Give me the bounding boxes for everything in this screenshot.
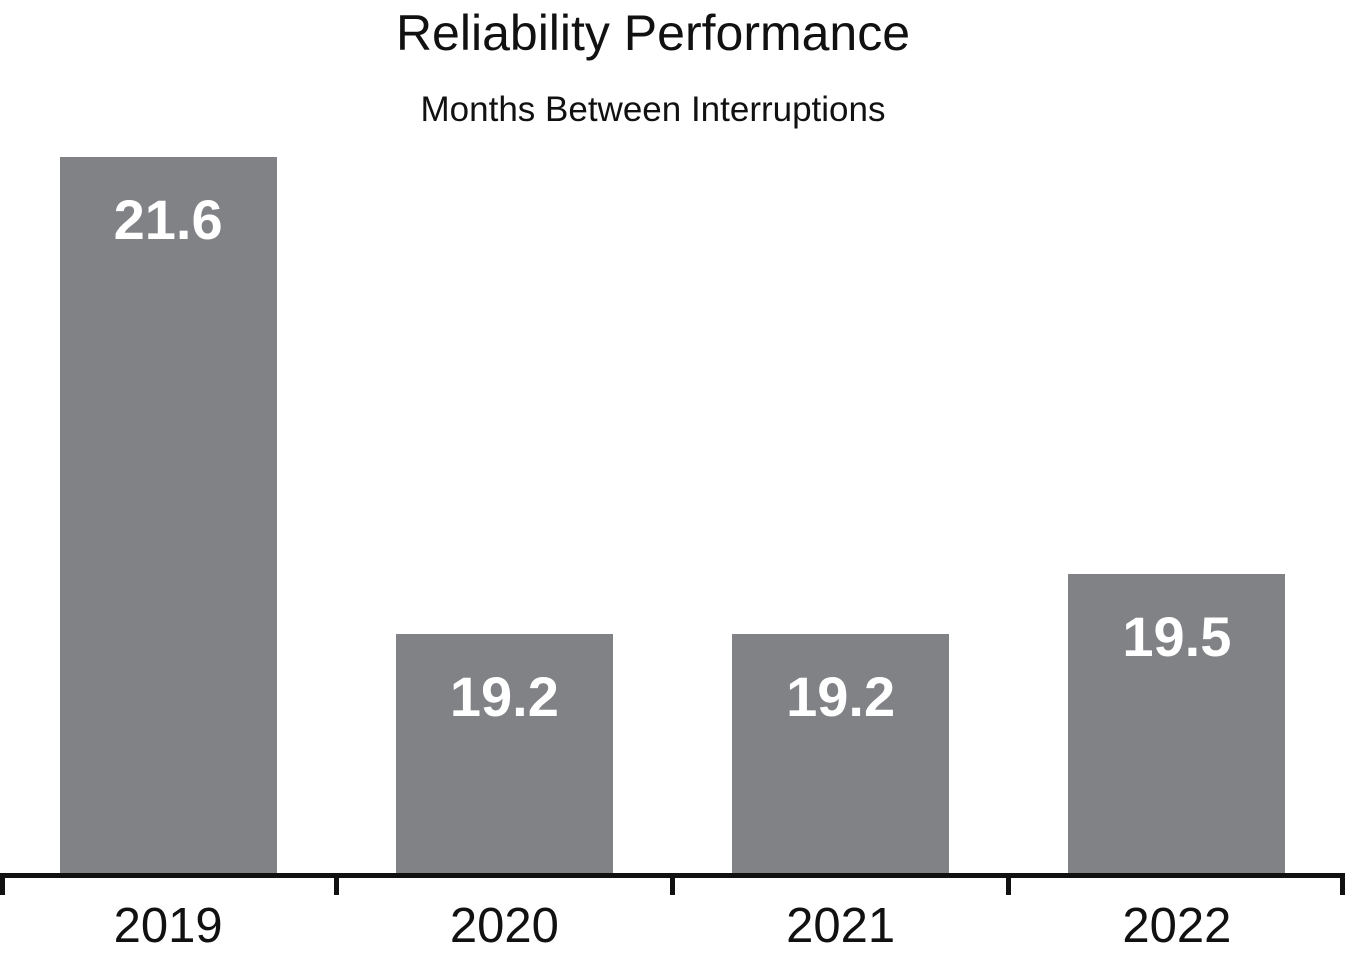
bar-2019: 21.6	[59, 157, 277, 873]
x-axis-tick-3	[1006, 873, 1012, 895]
bar-2021: 19.2	[732, 634, 950, 873]
bar-value-label-2020: 19.2	[449, 665, 559, 728]
bar-value-label-2021: 19.2	[786, 665, 896, 728]
chart-subtitle: Months Between Interruptions	[420, 90, 886, 129]
x-tick-label-2019: 2019	[113, 899, 223, 953]
bar-2020: 19.2	[395, 634, 613, 873]
x-axis-line	[0, 873, 1345, 878]
bar-2022: 19.5	[1068, 574, 1286, 873]
x-axis-tick-4	[1340, 873, 1345, 895]
x-axis-tick-1	[333, 873, 339, 895]
bar-value-label-2022: 19.5	[1122, 605, 1232, 668]
x-tick-label-2020: 2020	[449, 899, 559, 953]
x-tick-label-2021: 2021	[786, 899, 896, 953]
chart-title: Reliability Performance	[395, 5, 911, 61]
x-tick-label-2022: 2022	[1122, 899, 1232, 953]
x-axis-tick-2	[670, 873, 675, 895]
x-axis-tick-0	[0, 873, 5, 895]
bar-value-label-2019: 21.6	[113, 188, 223, 251]
